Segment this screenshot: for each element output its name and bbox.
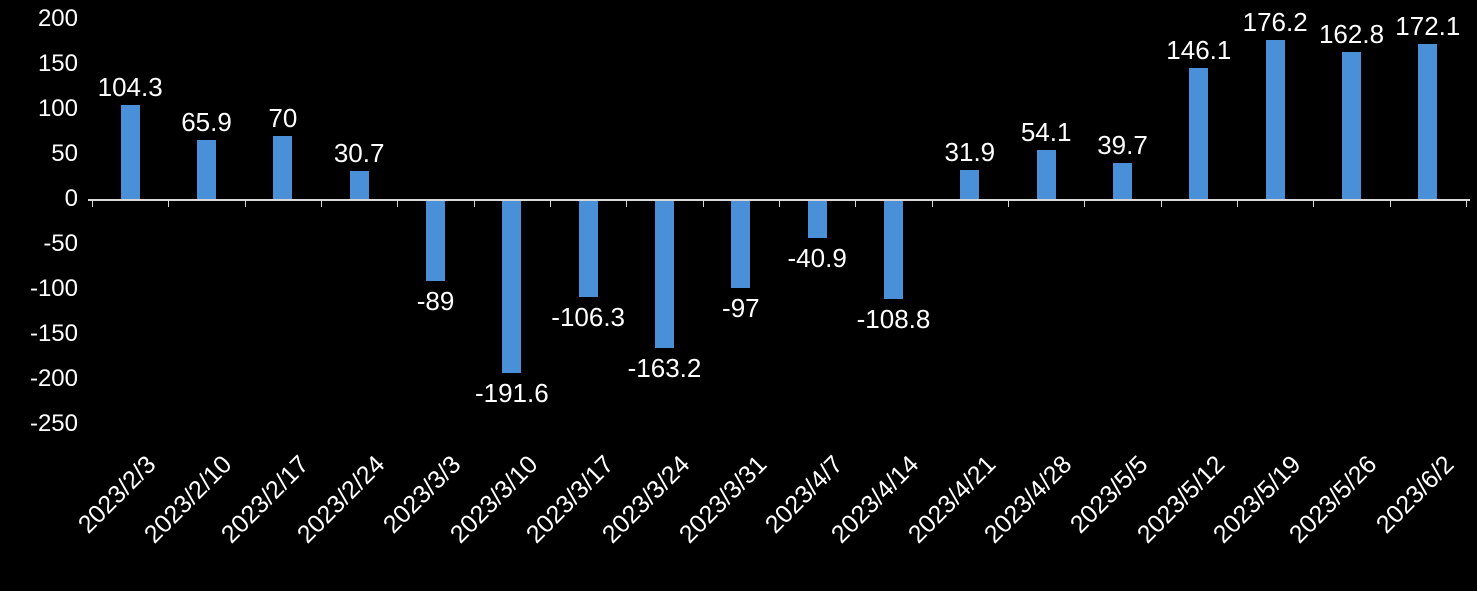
y-axis-tick-label: -250 [29,410,78,437]
bar-value-label: 146.1 [1166,34,1232,65]
bar-value-label: 39.7 [1097,130,1148,161]
bar-value-label: 70 [268,103,298,133]
x-axis-tick-mark [397,201,399,207]
bar [349,171,369,199]
bar [273,136,293,199]
bar [120,105,140,199]
x-axis-tick-mark [168,201,170,207]
x-axis-tick-mark [1313,201,1315,207]
y-axis-tick-label: 50 [51,140,78,167]
bar [807,201,827,238]
bar [197,139,216,199]
bar-value-label: 54.1 [1020,117,1072,148]
y-axis-tick-label: -100 [29,275,78,302]
y-axis-tick-label: -50 [43,230,78,257]
bar [731,201,751,289]
x-axis-tick-mark [1389,201,1391,207]
y-axis-tick-label: 200 [37,5,78,32]
bar-value-label: 104.3 [97,72,163,103]
x-axis-tick-mark [931,201,933,207]
x-axis-tick-mark [1084,201,1086,207]
y-axis-tick-label: -150 [29,320,78,347]
bar [960,170,980,199]
bar [884,201,903,299]
y-axis-tick-label: -200 [29,365,78,392]
bar-value-label: 65.9 [181,106,232,137]
x-axis-tick-mark [1008,201,1009,207]
bar [1265,40,1285,199]
bar-value-label: 31.9 [944,137,996,168]
x-axis-tick-mark [702,201,704,207]
bar [655,201,674,348]
x-axis-tick-mark [244,201,246,207]
x-axis-tick-mark [473,201,475,207]
bar [426,201,445,282]
bar-value-label: 176.2 [1242,7,1308,38]
bar [1113,163,1132,199]
x-axis-tick-mark [855,201,857,207]
x-axis-tick-mark [321,201,322,207]
bar-value-label: -97 [722,293,760,324]
x-axis-tick-mark [779,201,780,207]
bar-value-label: -40.9 [787,242,847,273]
bar [578,201,598,297]
x-axis-tick-mark [550,201,551,207]
y-axis-tick-label: 150 [37,50,78,77]
bar-value-label: -108.8 [856,303,931,334]
bar [1189,67,1209,199]
x-axis-line [88,199,1470,201]
bar-value-label: -106.3 [551,301,626,332]
bar-value-label: -191.6 [474,378,549,409]
y-axis-tick-label: 0 [64,185,78,212]
bar-value-label: 30.7 [333,138,385,169]
bar-value-label: -163.2 [627,352,702,383]
x-axis-tick-mark [1466,201,1467,207]
x-axis-tick-mark [1160,201,1162,207]
bar-value-label: -89 [416,286,455,317]
bar [502,201,522,374]
bar-value-label: 172.1 [1395,11,1461,42]
bar [1342,52,1361,199]
bar [1418,44,1438,199]
bar [1036,150,1056,199]
x-axis-tick-mark [92,201,93,207]
x-axis-category-label: 2023/6/2 [1370,450,1459,539]
x-axis-tick-mark [626,201,628,207]
y-axis-tick-label: 100 [37,95,78,122]
bar-value-label: 162.8 [1318,19,1385,50]
x-axis-tick-mark [1237,201,1238,207]
